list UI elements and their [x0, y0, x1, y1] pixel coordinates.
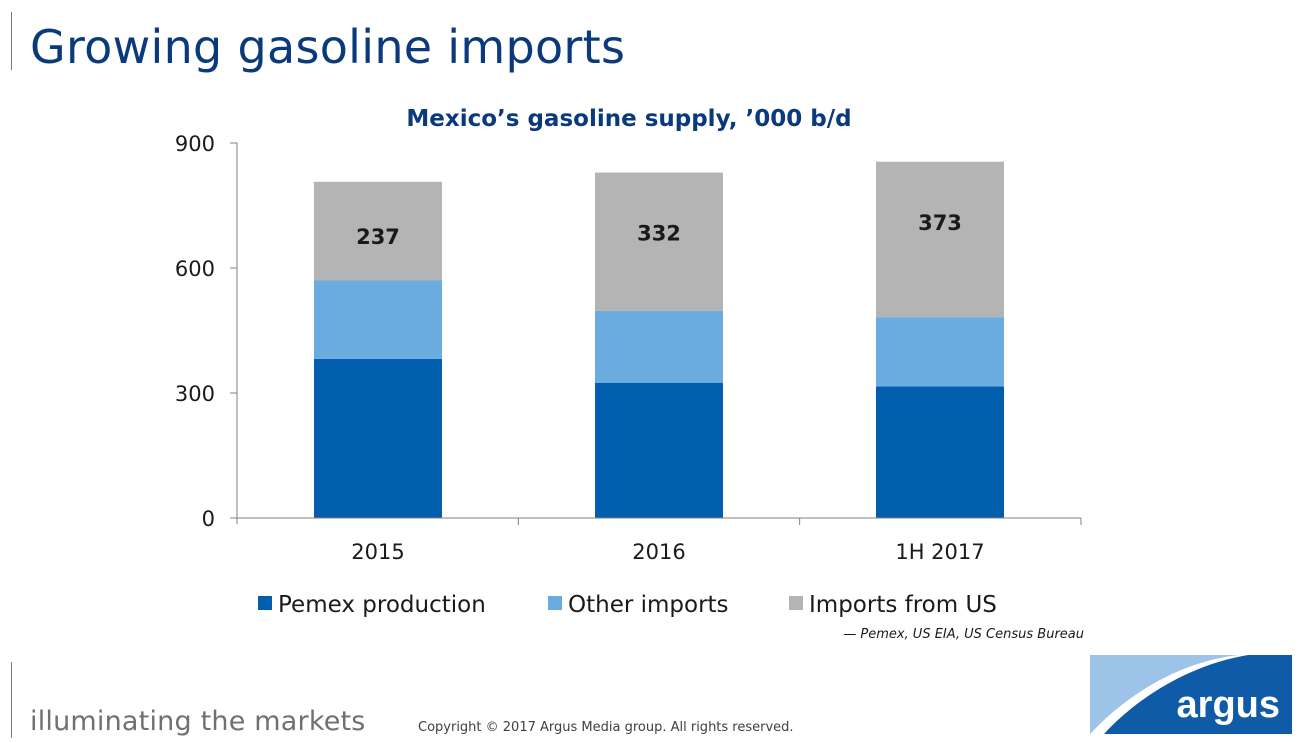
y-tick-label: 900	[175, 132, 215, 156]
axes-group: 0 300 600 900 2015 2016 1H 2017	[175, 132, 1082, 564]
bar-other-2	[595, 310, 723, 383]
stacked-bar-chart: Mexico’s gasoline supply, ’000 b/d 237 33…	[175, 106, 1082, 618]
bar-us-1	[314, 181, 442, 281]
svg-text:argus: argus	[1177, 684, 1280, 726]
legend-label-pemex: Pemex production	[278, 592, 486, 618]
legend-swatch-us	[789, 596, 803, 610]
legend-swatch-other	[548, 596, 562, 610]
legend-label-other: Other imports	[568, 592, 729, 618]
tagline: illuminating the markets	[30, 706, 366, 737]
x-category-label: 2016	[632, 540, 685, 564]
bars-group: 237 332 373	[314, 161, 1004, 518]
bar-pemex-1	[314, 358, 442, 518]
footer-accent-line	[11, 662, 12, 738]
bar-us-3	[876, 161, 1004, 318]
slide-title: Growing gasoline imports	[30, 20, 626, 74]
bar-pemex-2	[595, 383, 723, 518]
data-label-us-2: 332	[637, 222, 681, 246]
x-category-label: 2015	[351, 540, 404, 564]
title-accent-line	[11, 12, 12, 70]
x-category-label: 1H 2017	[895, 540, 984, 564]
y-tick-label: 600	[175, 257, 215, 281]
data-label-us-3: 373	[918, 211, 962, 235]
chart-title: Mexico’s gasoline supply, ’000 b/d	[406, 106, 851, 132]
legend-swatch-pemex	[258, 596, 272, 610]
bar-other-1	[314, 280, 442, 359]
y-tick-label: 300	[175, 382, 215, 406]
legend: Pemex production Other imports Imports fro…	[258, 592, 997, 618]
data-label-us-1: 237	[356, 225, 400, 249]
y-tick-label: 0	[202, 507, 215, 531]
legend-label-us: Imports from US	[809, 592, 997, 618]
source-note: — Pemex, US EIA, US Census Bureau	[843, 627, 1084, 642]
bar-us-2	[595, 172, 723, 311]
bar-pemex-3	[876, 386, 1004, 518]
argus-logo: argus	[1090, 655, 1292, 734]
copyright-notice: Copyright © 2017 Argus Media group. All …	[418, 720, 794, 735]
bar-other-3	[876, 317, 1004, 387]
